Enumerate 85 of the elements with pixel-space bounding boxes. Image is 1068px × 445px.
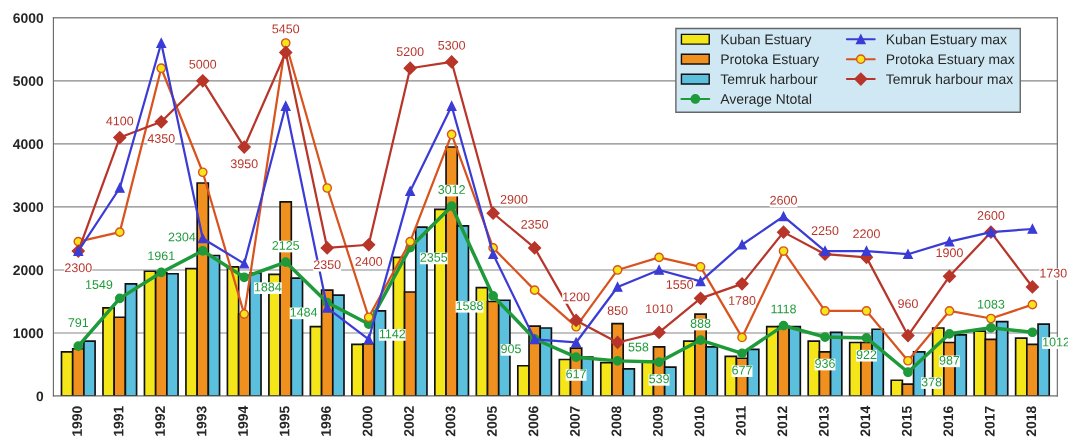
data-label: 5000 (189, 59, 217, 69)
data-label: 677 (732, 365, 752, 375)
x-tick-label: 2008 (611, 406, 622, 437)
data-label: 1550 (666, 280, 694, 289)
legend-label: Protoka Estuary max (886, 53, 1015, 67)
x-tick-label: 2007 (570, 406, 580, 437)
data-label: 2400 (355, 257, 383, 266)
y-tick-label: 2000 (13, 265, 44, 276)
x-tick-label: 1990 (72, 406, 83, 436)
data-label: 5300 (438, 40, 466, 50)
legend-label: Kuban Estuary (721, 34, 812, 48)
data-label: 1484 (290, 307, 318, 317)
data-label: 2350 (521, 219, 549, 229)
data-label: 3950 (230, 159, 258, 169)
data-label: 4350 (147, 134, 175, 143)
data-label: 5200 (396, 47, 424, 57)
data-label: 2300 (65, 263, 92, 273)
x-tick-label: 1994 (238, 405, 248, 436)
data-label: 987 (939, 355, 960, 365)
x-tick-label: 2015 (901, 406, 912, 437)
data-label: 1118 (771, 304, 796, 314)
legend-label: Kuban Estuary max (886, 34, 1007, 48)
x-tick-label: 2014 (860, 405, 871, 437)
x-tick-label: 2002 (404, 406, 414, 437)
data-label: 905 (501, 344, 521, 354)
data-label: 1730 (1040, 268, 1067, 278)
x-tick-label: 2010 (694, 406, 705, 437)
data-label: 558 (628, 342, 649, 352)
data-label: 922 (856, 350, 877, 360)
data-label: 2304 (168, 232, 196, 242)
x-tick-label: 2013 (818, 406, 829, 437)
data-label: 1780 (729, 296, 756, 305)
data-label: 3012 (438, 185, 465, 194)
x-tick-label: 1992 (155, 406, 165, 436)
x-tick-label: 2011 (735, 406, 746, 436)
data-label: 960 (898, 299, 918, 309)
data-label: 2600 (977, 211, 1005, 220)
legend-label: Temruk harbour (720, 73, 818, 85)
data-label: 2600 (770, 195, 797, 205)
data-label: 2900 (500, 194, 528, 204)
data-label: 1961 (148, 251, 175, 261)
data-label: 378 (921, 377, 942, 387)
data-label: 539 (649, 374, 669, 384)
x-tick-label: 1995 (279, 406, 290, 436)
x-tick-label: 1993 (196, 406, 207, 436)
data-label: 1900 (936, 248, 963, 258)
data-label: 791 (68, 318, 89, 328)
x-tick-label: 2016 (943, 406, 954, 437)
y-tick-label: 5000 (13, 76, 44, 87)
data-label: 888 (690, 319, 711, 328)
legend-label: Temruk harbour max (886, 73, 1014, 85)
data-label: 1142 (379, 329, 406, 339)
data-label: 1549 (85, 280, 113, 289)
x-tick-label: 2018 (1026, 406, 1037, 437)
x-tick-label: 2003 (445, 406, 456, 437)
data-label: 2250 (811, 226, 839, 236)
x-tick-label: 2000 (362, 406, 373, 437)
data-label: 1010 (646, 304, 673, 314)
y-tick-label: 3000 (13, 202, 44, 213)
y-tick-label: 6000 (13, 13, 44, 23)
data-label: 936 (815, 359, 835, 368)
data-label: 617 (566, 369, 586, 379)
data-label: 4100 (106, 116, 134, 126)
data-label: 2200 (853, 229, 880, 239)
x-tick-label: 2005 (487, 406, 497, 437)
data-label: 850 (607, 306, 628, 315)
x-tick-label: 2012 (777, 406, 788, 437)
data-label: 1588 (456, 301, 483, 311)
y-tick-label: 0 (36, 391, 44, 402)
x-tick-label: 2017 (984, 406, 995, 437)
data-label: 5450 (272, 24, 300, 34)
data-label: 2355 (420, 252, 448, 262)
x-tick-label: 2009 (652, 406, 663, 437)
x-tick-label: 1996 (321, 406, 331, 436)
y-tick-label: 4000 (12, 139, 44, 150)
x-tick-label: 1991 (113, 406, 124, 436)
legend-label: Protoka Estuary (721, 53, 820, 67)
data-label: 1083 (978, 299, 1005, 309)
data-label: 1884 (254, 282, 282, 292)
legend-label: Average Ntotal (720, 93, 812, 107)
x-tick-label: 2006 (528, 406, 539, 437)
y-tick-label: 1000 (13, 328, 44, 339)
data-label: 2350 (313, 260, 341, 270)
data-label: 1200 (563, 292, 590, 302)
data-label: 2125 (272, 241, 300, 250)
